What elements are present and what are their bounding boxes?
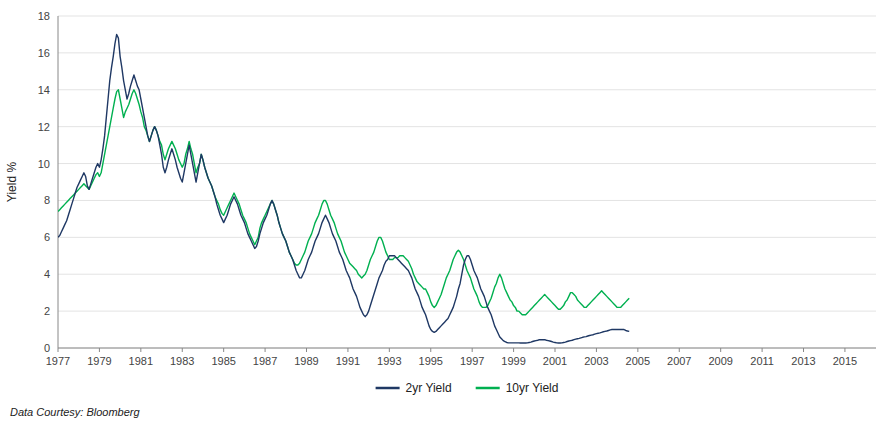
x-tick [679,348,680,352]
x-tick [389,348,390,352]
series-line [58,90,629,315]
x-tick-label: 2005 [626,355,650,367]
x-tick [99,348,100,352]
y-grid-line [58,52,876,53]
y-grid-line [58,348,876,349]
x-tick-label: 1981 [129,355,153,367]
x-tick [306,348,307,352]
x-tick [513,348,514,352]
x-tick [347,348,348,352]
x-tick [472,348,473,352]
y-axis-label: Yield % [5,162,19,203]
y-tick-label: 16 [38,47,50,59]
legend-swatch [476,387,500,390]
legend: 2yr Yield 10yr Yield [376,381,559,395]
y-grid-line [58,274,876,275]
y-tick-label: 4 [44,268,50,280]
x-tick [762,348,763,352]
y-tick-label: 0 [44,342,50,354]
x-tick-label: 1977 [46,355,70,367]
x-tick-label: 1989 [294,355,318,367]
y-tick-label: 14 [38,84,50,96]
y-grid-line [58,237,876,238]
x-tick-label: 2001 [543,355,567,367]
x-tick [140,348,141,352]
x-tick-label: 2009 [708,355,732,367]
y-grid-line [58,311,876,312]
x-tick-label: 1985 [211,355,235,367]
y-grid-line [58,200,876,201]
x-tick [803,348,804,352]
x-tick-label: 1997 [460,355,484,367]
legend-label: 10yr Yield [506,381,559,395]
x-tick-label: 1999 [501,355,525,367]
x-tick-label: 1995 [419,355,443,367]
x-tick-label: 1979 [87,355,111,367]
x-tick [223,348,224,352]
legend-item: 10yr Yield [476,381,559,395]
y-tick-label: 8 [44,194,50,206]
footer-note: Data Courtesy: Bloomberg [10,406,140,418]
x-tick [596,348,597,352]
x-tick-label: 1991 [336,355,360,367]
y-grid-line [58,89,876,90]
x-tick-label: 1987 [253,355,277,367]
y-tick-label: 18 [38,10,50,22]
x-tick [637,348,638,352]
x-tick [430,348,431,352]
x-tick-label: 2007 [667,355,691,367]
chart: 0 2 4 6 8 10 12 14 16 18 1977 1979 1981 1983 1985 1987 1… [0,0,896,424]
x-tick-label: 1983 [170,355,194,367]
x-tick-label: 2013 [791,355,815,367]
x-tick [844,348,845,352]
x-tick [720,348,721,352]
y-tick-label: 6 [44,231,50,243]
y-tick-label: 10 [38,158,50,170]
x-tick-label: 2011 [750,355,774,367]
x-tick-label: 2015 [833,355,857,367]
series-line [58,34,629,343]
axes: 0 2 4 6 8 10 12 14 16 18 1977 1979 1981 1983 1985 1987 1… [38,10,876,367]
x-axis-line [58,348,876,349]
x-tick [555,348,556,352]
x-tick [182,348,183,352]
legend-swatch [376,387,400,390]
x-tick-label: 2003 [584,355,608,367]
y-grid-line [58,126,876,127]
y-tick-label: 12 [38,121,50,133]
legend-item: 2yr Yield [376,381,452,395]
plot-area [58,34,629,343]
x-tick-label: 1993 [377,355,401,367]
legend-label: 2yr Yield [406,381,452,395]
y-tick-label: 2 [44,305,50,317]
y-grid-line [58,16,876,17]
x-tick [58,348,59,352]
y-axis-line [58,16,59,348]
x-tick [265,348,266,352]
